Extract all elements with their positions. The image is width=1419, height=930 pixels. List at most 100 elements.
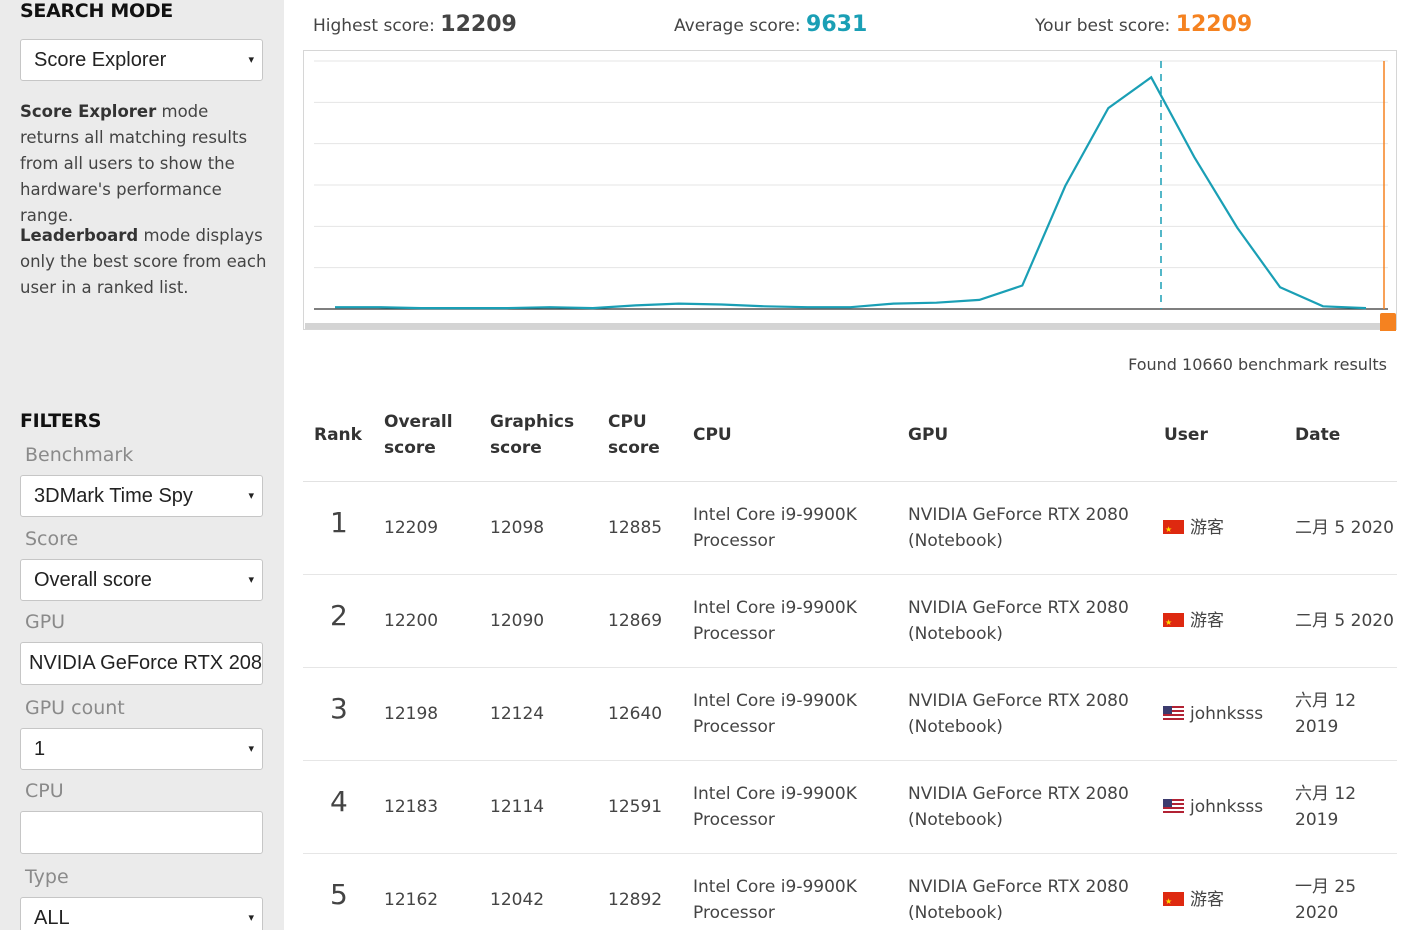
table-row[interactable]: 5 12162 12042 12892 Intel Core i9-9900K … (303, 854, 1397, 930)
gpu-name-line1: NVIDIA GeForce RTX 2080 (908, 598, 1129, 618)
graphics-score-cell: 12042 (490, 890, 545, 910)
chart-range-handle[interactable] (1380, 313, 1396, 331)
country-flag-icon (1163, 799, 1184, 813)
type-label: Type (25, 866, 69, 888)
chart-grid (314, 60, 1388, 269)
country-flag-icon (1163, 892, 1184, 906)
cpu-score-cell: 12885 (608, 518, 663, 538)
header-cpu-score-line1: CPU (608, 412, 647, 432)
graphics-score-cell: 12090 (490, 611, 545, 631)
gpu-cell[interactable]: NVIDIA GeForce RTX 2080 (Notebook) (908, 781, 1129, 833)
rank-cell: 3 (330, 692, 348, 725)
results-table-header: Rank Overall score Graphics score CPU sc… (303, 408, 1397, 482)
best-score-value: 12209 (1175, 12, 1253, 37)
gpu-count-select[interactable]: 1 ▾ (20, 728, 263, 770)
gpu-name-line2: (Notebook) (908, 624, 1003, 644)
country-flag-icon (1163, 520, 1184, 534)
user-cell[interactable]: johnksss (1163, 794, 1263, 820)
chart-range-track[interactable] (305, 323, 1383, 329)
header-overall-score[interactable]: Overall score (384, 409, 453, 461)
user-cell[interactable]: 游客 (1163, 515, 1224, 541)
overall-score-cell: 12198 (384, 704, 439, 724)
overall-score-cell: 12183 (384, 797, 439, 817)
user-cell[interactable]: johnksss (1163, 701, 1263, 727)
user-name: 游客 (1190, 890, 1224, 910)
date-line2: 2019 (1295, 717, 1339, 737)
cpu-name-line2: Processor (693, 717, 775, 737)
cpu-cell[interactable]: Intel Core i9-9900K Processor (693, 874, 857, 926)
gpu-count-value: 1 (34, 738, 46, 760)
user-name: 游客 (1190, 518, 1224, 538)
overall-score-cell: 12162 (384, 890, 439, 910)
cpu-cell[interactable]: Intel Core i9-9900K Processor (693, 688, 857, 740)
average-score-stat: Average score: 9631 (674, 12, 867, 37)
filters-heading: FILTERS (20, 410, 102, 432)
date-line2: 2020 (1295, 903, 1339, 923)
cpu-cell[interactable]: Intel Core i9-9900K Processor (693, 781, 857, 833)
country-flag-icon (1163, 613, 1184, 627)
score-explorer-description: Score Explorer mode returns all matching… (20, 99, 270, 229)
gpu-cell[interactable]: NVIDIA GeForce RTX 2080 (Notebook) (908, 874, 1129, 926)
date-line2: 2019 (1295, 810, 1339, 830)
cpu-name-line1: Intel Core i9-9900K (693, 691, 857, 711)
score-value: Overall score (34, 569, 152, 591)
average-score-value: 9631 (806, 12, 868, 37)
user-cell[interactable]: 游客 (1163, 608, 1224, 634)
gpu-cell[interactable]: NVIDIA GeForce RTX 2080 (Notebook) (908, 502, 1129, 554)
header-graphics-score[interactable]: Graphics score (490, 409, 574, 461)
cpu-cell[interactable]: Intel Core i9-9900K Processor (693, 595, 857, 647)
chevron-down-icon: ▾ (248, 574, 254, 586)
gpu-name-line1: NVIDIA GeForce RTX 2080 (908, 505, 1129, 525)
header-user[interactable]: User (1164, 425, 1208, 445)
best-score-label: Your best score: (1035, 16, 1171, 36)
type-select[interactable]: ALL ▾ (20, 897, 263, 930)
cpu-score-cell: 12892 (608, 890, 663, 910)
distribution-line (335, 75, 1367, 310)
table-row[interactable]: 3 12198 12124 12640 Intel Core i9-9900K … (303, 668, 1397, 761)
date-line1: 六月 12 (1295, 784, 1357, 804)
table-row[interactable]: 1 12209 12098 12885 Intel Core i9-9900K … (303, 482, 1397, 575)
score-select[interactable]: Overall score ▾ (20, 559, 263, 601)
cpu-name-line2: Processor (693, 624, 775, 644)
table-row[interactable]: 2 12200 12090 12869 Intel Core i9-9900K … (303, 575, 1397, 668)
rank-cell: 4 (330, 785, 348, 818)
score-distribution-svg (305, 60, 1396, 331)
date-cell: 六月 12 2019 (1295, 688, 1356, 740)
cpu-name-line1: Intel Core i9-9900K (693, 598, 857, 618)
date-cell: 二月 5 2020 (1295, 608, 1394, 634)
header-cpu[interactable]: CPU (693, 425, 732, 445)
gpu-input[interactable]: NVIDIA GeForce RTX 2080 (20, 642, 263, 685)
cpu-name-line2: Processor (693, 810, 775, 830)
search-mode-select[interactable]: Score Explorer ▾ (20, 39, 263, 81)
header-rank[interactable]: Rank (314, 425, 362, 445)
header-cpu-score[interactable]: CPU score (608, 409, 660, 461)
header-gpu[interactable]: GPU (908, 425, 949, 445)
header-graphics-line2: score (490, 438, 542, 458)
gpu-name-line2: (Notebook) (908, 903, 1003, 923)
cpu-name-line2: Processor (693, 531, 775, 551)
header-cpu-score-line2: score (608, 438, 660, 458)
cpu-input[interactable] (20, 811, 263, 854)
chevron-down-icon: ▾ (248, 490, 254, 502)
table-row[interactable]: 4 12183 12114 12591 Intel Core i9-9900K … (303, 761, 1397, 854)
cpu-cell[interactable]: Intel Core i9-9900K Processor (693, 502, 857, 554)
gpu-name-line2: (Notebook) (908, 531, 1003, 551)
leaderboard-description: Leaderboard mode displays only the best … (20, 223, 270, 301)
gpu-cell[interactable]: NVIDIA GeForce RTX 2080 (Notebook) (908, 595, 1129, 647)
header-date[interactable]: Date (1295, 425, 1341, 445)
highest-score-label: Highest score: (313, 16, 435, 36)
user-cell[interactable]: 游客 (1163, 887, 1224, 913)
cpu-score-cell: 12869 (608, 611, 663, 631)
average-score-label: Average score: (674, 16, 801, 36)
benchmark-select[interactable]: 3DMark Time Spy ▾ (20, 475, 263, 517)
gpu-name-line1: NVIDIA GeForce RTX 2080 (908, 877, 1129, 897)
sidebar: SEARCH MODE Score Explorer ▾ Score Explo… (0, 0, 284, 930)
score-explorer-term: Score Explorer (20, 102, 157, 121)
gpu-name-line2: (Notebook) (908, 717, 1003, 737)
cpu-score-cell: 12591 (608, 797, 663, 817)
graphics-score-cell: 12124 (490, 704, 545, 724)
search-mode-heading: SEARCH MODE (20, 0, 173, 22)
rank-cell: 1 (330, 506, 348, 539)
gpu-cell[interactable]: NVIDIA GeForce RTX 2080 (Notebook) (908, 688, 1129, 740)
gpu-name-line1: NVIDIA GeForce RTX 2080 (908, 784, 1129, 804)
